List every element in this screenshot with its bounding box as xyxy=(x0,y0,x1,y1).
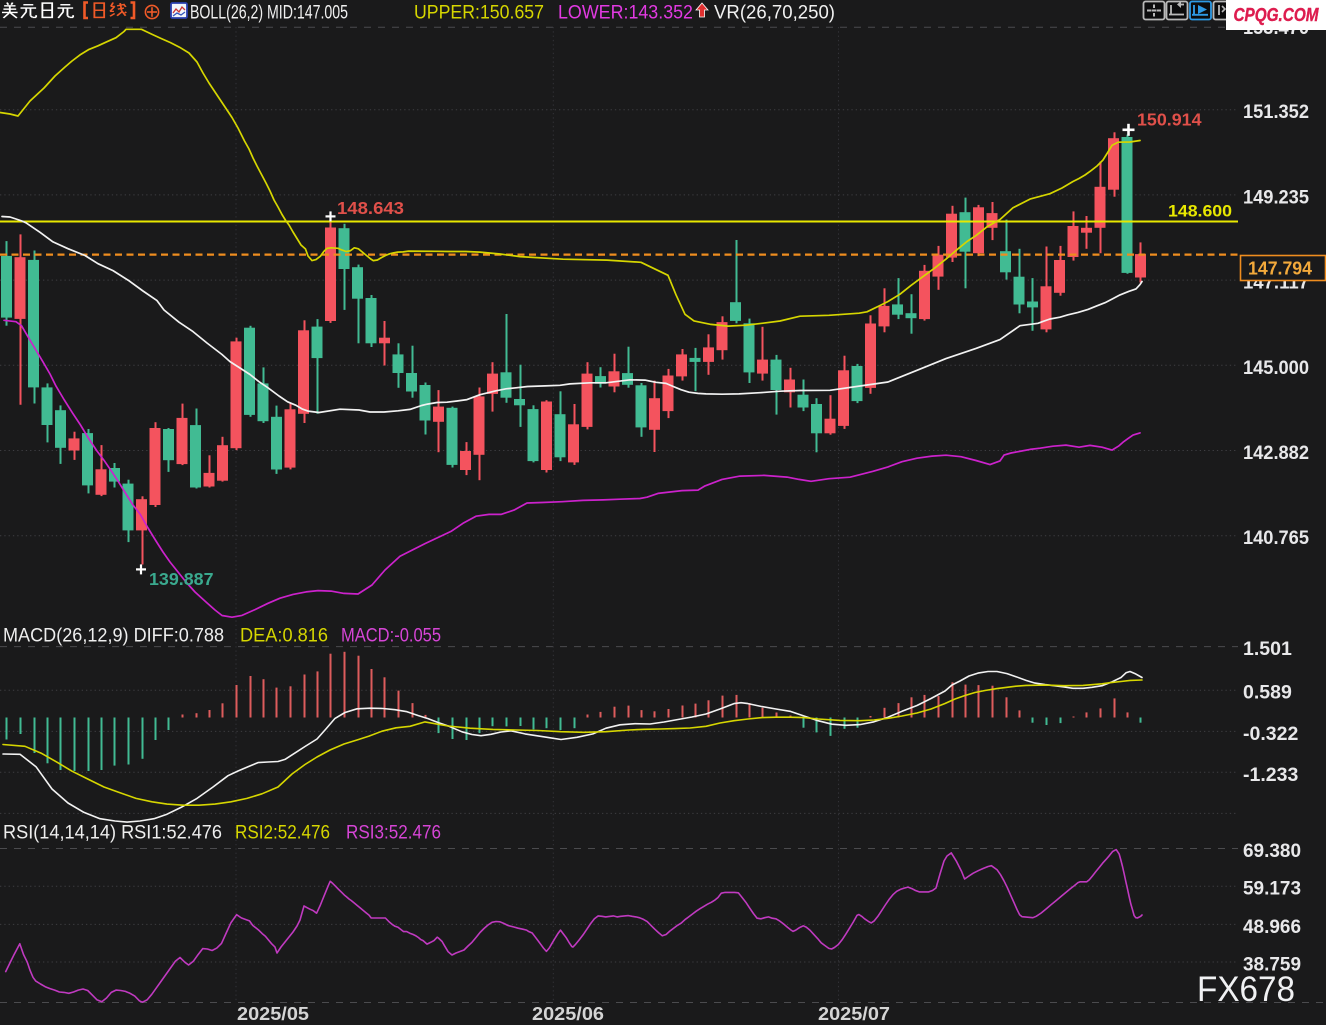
svg-text:48.966: 48.966 xyxy=(1243,916,1301,938)
svg-text:149.235: 149.235 xyxy=(1243,186,1309,208)
svg-text:147.794: 147.794 xyxy=(1248,258,1313,279)
svg-text:RSI3:52.476: RSI3:52.476 xyxy=(346,822,441,844)
svg-text:DEA:0.816: DEA:0.816 xyxy=(240,625,328,647)
svg-text:FX678: FX678 xyxy=(1197,970,1295,1009)
svg-text:59.173: 59.173 xyxy=(1243,878,1301,900)
svg-text:148.600: 148.600 xyxy=(1168,202,1232,221)
svg-text:140.765: 140.765 xyxy=(1243,527,1309,549)
svg-text:VR(26,70,250): VR(26,70,250) xyxy=(714,2,835,24)
svg-text:150.914: 150.914 xyxy=(1137,109,1202,129)
svg-text:38.759: 38.759 xyxy=(1243,954,1301,976)
svg-text:151.352: 151.352 xyxy=(1243,101,1309,123)
svg-text:69.380: 69.380 xyxy=(1243,840,1301,862)
svg-text:1.501: 1.501 xyxy=(1243,638,1292,660)
svg-text:2025/06: 2025/06 xyxy=(532,1004,604,1024)
svg-text:BOLL(26,2) MID:147.005: BOLL(26,2) MID:147.005 xyxy=(190,2,348,24)
svg-text:0.589: 0.589 xyxy=(1243,682,1292,704)
svg-text:MACD:-0.055: MACD:-0.055 xyxy=(341,625,441,647)
svg-text:145.000: 145.000 xyxy=(1243,357,1309,379)
svg-text:148.643: 148.643 xyxy=(337,198,404,218)
svg-text:RSI2:52.476: RSI2:52.476 xyxy=(235,822,330,844)
svg-text:142.882: 142.882 xyxy=(1243,442,1309,464)
svg-text:CPQG.COM: CPQG.COM xyxy=(1234,5,1320,25)
svg-text:-0.322: -0.322 xyxy=(1243,723,1298,745)
svg-text:2025/07: 2025/07 xyxy=(818,1004,890,1024)
svg-text:-1.233: -1.233 xyxy=(1243,764,1298,786)
svg-text:RSI(14,14,14) RSI1:52.476: RSI(14,14,14) RSI1:52.476 xyxy=(3,822,222,844)
svg-text:MACD(26,12,9) DIFF:0.788: MACD(26,12,9) DIFF:0.788 xyxy=(3,625,224,647)
svg-text:LOWER:143.352: LOWER:143.352 xyxy=(558,2,693,24)
svg-text:139.887: 139.887 xyxy=(149,569,214,589)
svg-text:UPPER:150.657: UPPER:150.657 xyxy=(414,2,544,24)
svg-text:2025/05: 2025/05 xyxy=(237,1004,309,1024)
